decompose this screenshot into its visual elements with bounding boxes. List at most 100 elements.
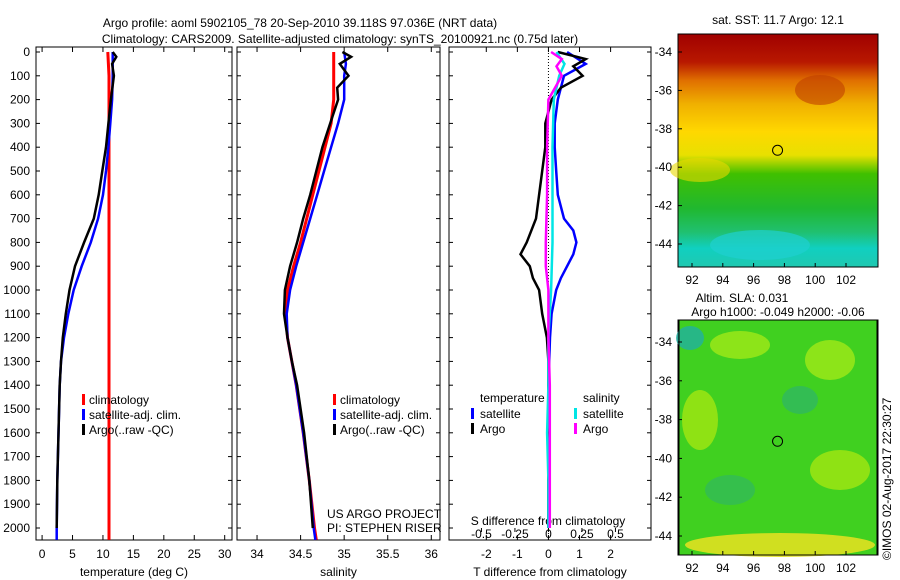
x-tick-label: 30 [218, 547, 232, 561]
title-line-1: Argo profile: aoml 5902105_78 20-Sep-201… [103, 16, 497, 30]
x-tick-label: 5 [69, 547, 76, 561]
legend-title-temperature: temperature [480, 391, 545, 405]
salinity-panel: 34 34.5 35 35.5 36 salinity climatologysatelli… [236, 46, 441, 579]
legend-label: satellite [583, 407, 624, 421]
x-tick-label: 2 [607, 547, 614, 561]
depth-tick-label: 1300 [3, 354, 30, 368]
depth-tick-label: 1600 [3, 426, 30, 440]
x-tick-label: 15 [127, 547, 141, 561]
depth-tick-label: 700 [10, 212, 30, 226]
x-tick-label: 10 [96, 547, 110, 561]
lat-tick-label: -38 [655, 122, 673, 136]
lon-tick-label: 94 [716, 273, 730, 287]
depth-tick-label: 1500 [3, 402, 30, 416]
legend-swatch [574, 423, 577, 434]
legend-swatch [82, 409, 85, 420]
x-axis-label: salinity [320, 565, 357, 579]
x-axis-label: T difference from climatology [473, 565, 627, 579]
x-axis-label: temperature (deg C) [80, 565, 188, 579]
x-tick-label: 34 [250, 547, 264, 561]
lat-tick-label: -44 [655, 237, 673, 251]
depth-tick-label: 100 [10, 69, 30, 83]
lon-tick-label: 100 [805, 561, 825, 575]
x-tick-label: 20 [157, 547, 171, 561]
difference-panel: -2 -1 0 1 2 T difference from climatology -0.5… [448, 46, 652, 579]
depth-tick-label: 300 [10, 116, 30, 130]
lat-tick-label: -36 [655, 83, 673, 97]
x-tick-label: -1 [512, 547, 523, 561]
x-tick-label: 1 [576, 547, 583, 561]
plot-frame [448, 46, 652, 541]
depth-tick-label: 1900 [3, 497, 30, 511]
s-tick-label: 0.5 [607, 527, 624, 541]
temperature-panel: 0 5 10 15 20 25 30 temperature (deg C) 0 100 200 30… [3, 45, 233, 579]
series-line-s-argo [544, 50, 564, 528]
series-line-argo-raw-qc- [55, 51, 118, 529]
depth-tick-label: 2000 [3, 521, 30, 535]
depth-tick-label: 1700 [3, 450, 30, 464]
series-line-climatology [284, 52, 336, 541]
depth-tick-label: 400 [10, 140, 30, 154]
plot-frame [35, 46, 233, 541]
legend-swatch [82, 424, 85, 435]
lat-tick-label: -42 [655, 490, 673, 504]
lon-tick-label: 92 [685, 561, 699, 575]
legend-swatch [471, 408, 474, 419]
s-tick-label: 0.25 [570, 527, 594, 541]
argo-location-marker [772, 435, 784, 447]
depth-tick-label: 800 [10, 235, 30, 249]
s-tick-label: 0 [545, 527, 552, 541]
sla-map [676, 319, 879, 557]
legend-swatch [82, 394, 85, 405]
depth-tick-label: 1200 [3, 331, 30, 345]
s-tick-label: -0.25 [501, 527, 529, 541]
sst-map-title: sat. SST: 11.7 Argo: 12.1 [712, 13, 844, 27]
sla-map-title: Altim. SLA: 0.031 [696, 291, 789, 305]
depth-tick-label: 1100 [4, 307, 30, 321]
series-line-s-satellite [545, 51, 566, 528]
legend-label: climatology [89, 393, 149, 407]
depth-tick-label: 900 [10, 259, 30, 273]
lat-tick-label: -44 [655, 529, 673, 543]
legend-swatch [574, 408, 577, 419]
legend-label: Argo(..raw -QC) [340, 423, 425, 437]
legend-label: Argo [583, 422, 609, 436]
project-line-1: US ARGO PROJECT [327, 507, 442, 521]
title-line-2: Climatology: CARS2009. Satellite-adjuste… [102, 32, 578, 46]
legend-label: Argo(..raw -QC) [89, 423, 174, 437]
legend-label: Argo [480, 422, 506, 436]
depth-tick-label: 1000 [3, 283, 30, 297]
depth-tick-label: 1400 [3, 378, 30, 392]
lat-tick-label: -38 [655, 413, 673, 427]
lat-tick-label: -34 [655, 335, 673, 349]
legend-label: satellite [480, 407, 521, 421]
x-tick-label: 34.5 [289, 547, 313, 561]
series-line-satellite-adj-clim- [55, 52, 114, 540]
depth-tick-label: 500 [10, 164, 30, 178]
lon-tick-label: 96 [747, 273, 761, 287]
depth-tick-label: 1800 [3, 473, 30, 487]
lon-tick-label: 92 [685, 273, 699, 287]
s-tick-label: -0.5 [471, 527, 492, 541]
legend-swatch [471, 423, 474, 434]
lat-tick-label: -34 [655, 45, 673, 59]
series-line-satellite-adj-clim- [285, 51, 348, 541]
x-tick-label: 36 [425, 547, 439, 561]
lon-tick-label: 102 [836, 561, 856, 575]
argo-location-marker [772, 144, 784, 156]
legend-swatch [333, 394, 336, 405]
series-line-climatology [106, 51, 111, 540]
lon-tick-label: 102 [836, 273, 856, 287]
legend-label: climatology [340, 393, 400, 407]
x-tick-label: 0 [545, 547, 552, 561]
legend-label: satellite-adj. clim. [89, 408, 181, 422]
x-tick-label: 0 [39, 547, 46, 561]
x-tick-label: 35 [337, 547, 351, 561]
plot-frame [236, 46, 441, 541]
project-line-2: PI: STEPHEN RISER [327, 521, 442, 535]
x-tick-label: 35.5 [376, 547, 400, 561]
lon-tick-label: 98 [778, 273, 792, 287]
sst-map [670, 33, 879, 268]
sla-map-subtitle: Argo h1000: -0.049 h2000: -0.06 [691, 305, 865, 319]
